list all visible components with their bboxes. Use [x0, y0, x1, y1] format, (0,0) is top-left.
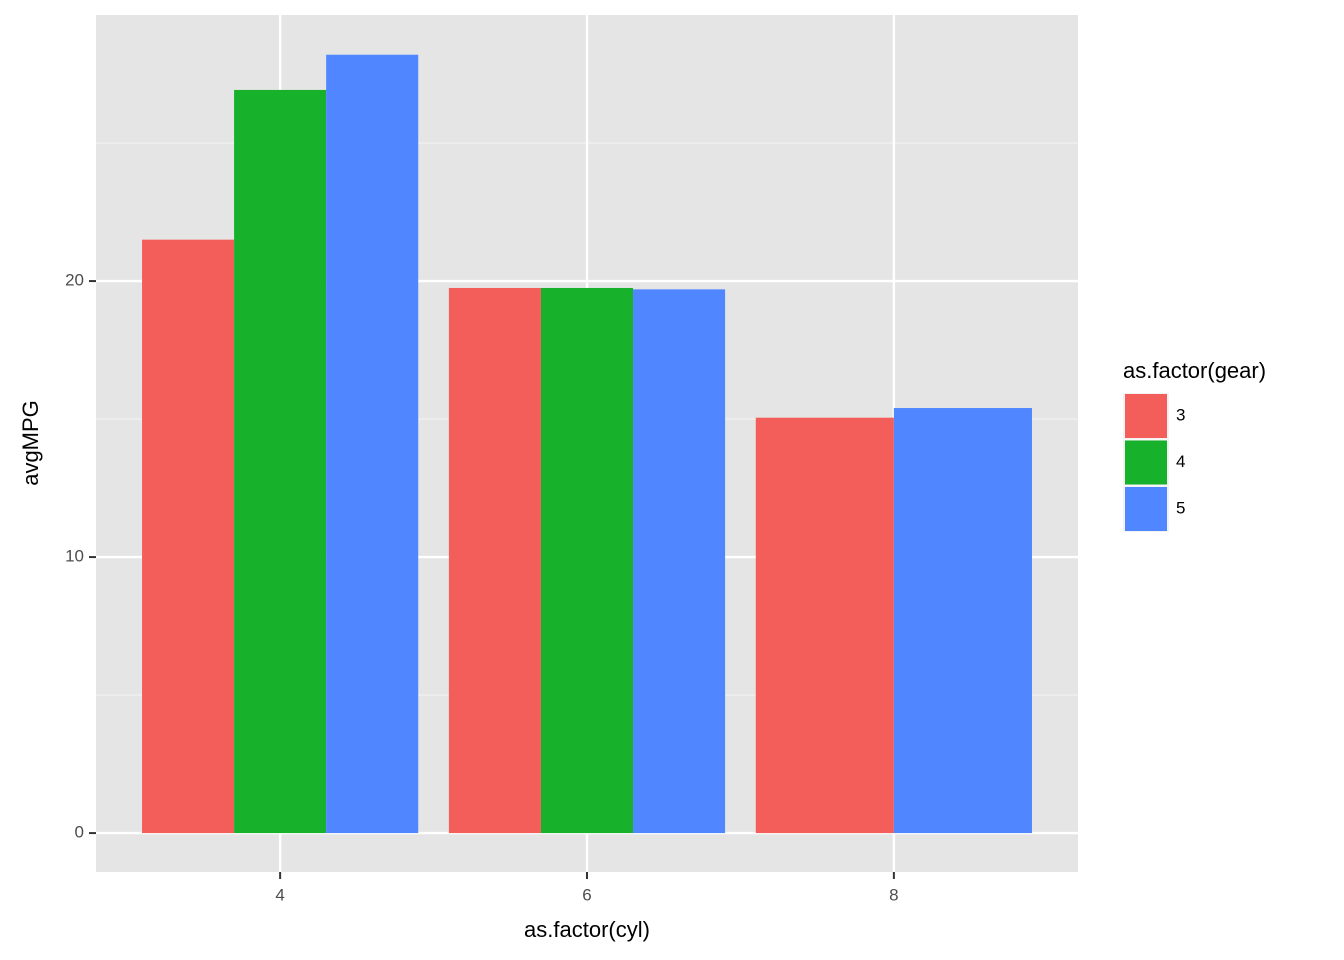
legend-label: 5: [1176, 498, 1185, 517]
bar: [540, 287, 634, 834]
legend-label: 3: [1176, 405, 1185, 424]
bar: [326, 54, 419, 834]
x-tick-label: 4: [275, 885, 284, 904]
bar: [755, 417, 894, 834]
bar: [448, 287, 541, 834]
bar: [893, 408, 1032, 834]
x-tick-label: 8: [889, 885, 898, 904]
bar: [633, 289, 726, 834]
y-tick-label: 20: [65, 271, 84, 290]
x-axis-title: as.factor(cyl): [524, 917, 650, 942]
y-axis-title: avgMPG: [18, 400, 43, 486]
bar: [142, 239, 235, 834]
legend-label: 4: [1176, 452, 1185, 471]
legend-swatch: [1125, 394, 1167, 438]
legend-swatch: [1125, 440, 1167, 485]
y-tick-label: 10: [65, 547, 84, 566]
y-tick-label: 0: [75, 823, 84, 842]
bar: [234, 89, 327, 834]
legend-title: as.factor(gear): [1123, 358, 1266, 383]
legend-swatch: [1125, 487, 1167, 531]
x-tick-label: 6: [582, 885, 591, 904]
